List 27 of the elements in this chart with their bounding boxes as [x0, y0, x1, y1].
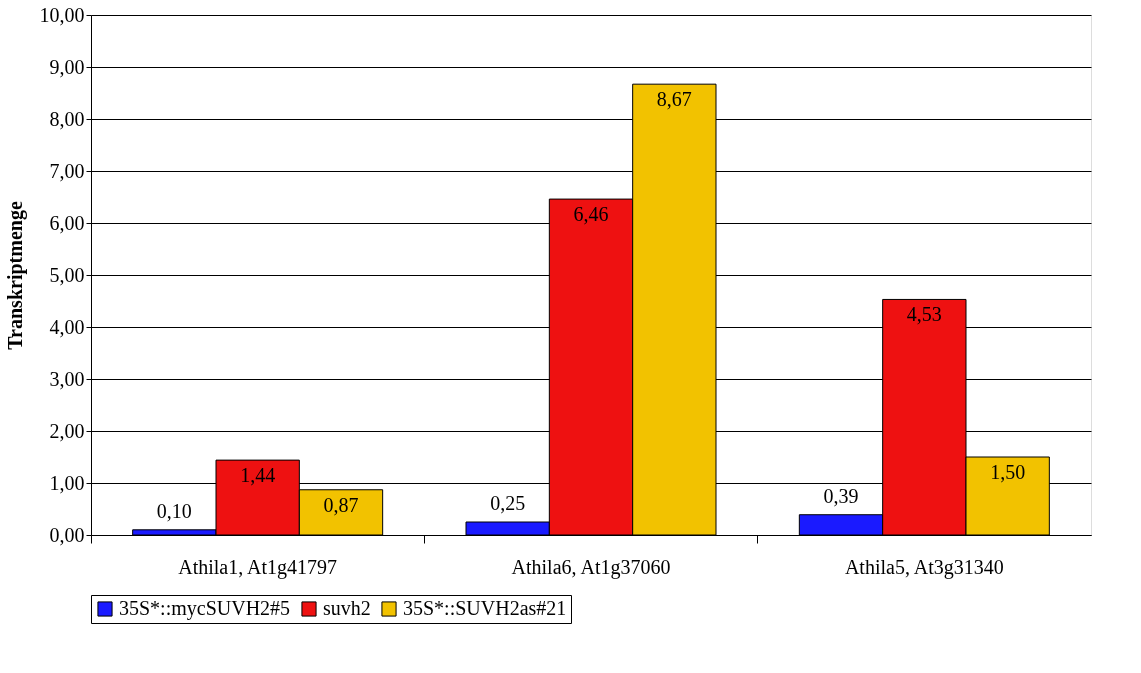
x-tick-label: Athila6, At1g37060	[511, 555, 671, 579]
y-tick-label: 1,00	[49, 471, 85, 494]
x-tick-label: Athila5, At3g31340	[844, 555, 1004, 579]
y-tick-label: 7,00	[49, 159, 85, 182]
legend-label: suvh2	[323, 597, 371, 619]
data-label: 8,67	[656, 88, 692, 111]
y-tick-label: 5,00	[49, 263, 85, 286]
data-label: 1,50	[990, 461, 1026, 483]
data-label: 0,39	[823, 484, 859, 507]
legend-label: 35S*::mycSUVH2#5	[119, 597, 291, 620]
x-tick-label: Athila1, At1g41797	[178, 555, 338, 579]
y-axis-title: Transkriptmenge	[3, 201, 27, 350]
data-label: 0,25	[490, 492, 526, 514]
data-label: 4,53	[906, 303, 942, 326]
y-tick-label: 3,00	[49, 367, 85, 390]
legend-label: 35S*::SUVH2as#21	[403, 597, 567, 619]
y-tick-label: 6,00	[49, 211, 85, 234]
y-tick-label: 0,00	[49, 523, 85, 546]
data-label: 0,10	[156, 499, 192, 522]
y-tick-label: 9,00	[49, 55, 85, 78]
y-tick-label: 8,00	[49, 107, 85, 130]
y-tick-label: 10,00	[39, 3, 85, 26]
y-tick-label: 4,00	[49, 315, 85, 338]
data-label: 1,44	[240, 464, 276, 487]
data-label: 0,87	[323, 493, 359, 516]
data-label: 6,46	[573, 203, 609, 226]
y-tick-label: 2,00	[49, 419, 85, 442]
